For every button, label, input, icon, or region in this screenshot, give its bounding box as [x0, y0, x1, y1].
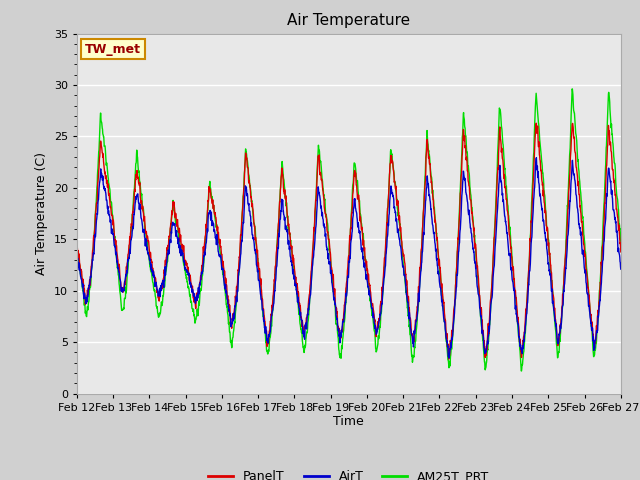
PanelT: [570, 125, 577, 131]
AM25T_PRT: [570, 98, 577, 104]
AM25T_PRT: [73, 250, 81, 255]
Text: TW_met: TW_met: [85, 43, 141, 56]
AM25T_PRT: [507, 237, 515, 242]
AirT: [365, 284, 372, 289]
PanelT: [445, 356, 452, 362]
Legend: PanelT, AirT, AM25T_PRT: PanelT, AirT, AM25T_PRT: [203, 465, 495, 480]
PanelT: [617, 249, 625, 255]
PanelT: [532, 120, 540, 126]
AirT: [445, 355, 452, 361]
AM25T_PRT: [584, 286, 592, 291]
PanelT: [73, 238, 81, 243]
AirT: [532, 155, 540, 161]
AirT: [73, 252, 81, 257]
AirT: [225, 303, 232, 309]
PanelT: [507, 244, 515, 250]
PanelT: [365, 271, 372, 277]
AM25T_PRT: [365, 285, 372, 291]
AirT: [376, 311, 384, 317]
X-axis label: Time: Time: [333, 415, 364, 429]
AM25T_PRT: [617, 239, 625, 244]
AM25T_PRT: [568, 86, 576, 92]
PanelT: [376, 303, 384, 309]
AirT: [507, 267, 515, 273]
AM25T_PRT: [518, 368, 525, 374]
Line: PanelT: PanelT: [77, 123, 621, 359]
AirT: [617, 266, 625, 272]
Line: AirT: AirT: [77, 158, 621, 358]
Line: AM25T_PRT: AM25T_PRT: [77, 89, 621, 371]
Y-axis label: Air Temperature (C): Air Temperature (C): [35, 152, 48, 275]
AM25T_PRT: [376, 324, 384, 330]
AirT: [584, 299, 592, 305]
AirT: [570, 168, 577, 174]
PanelT: [225, 297, 232, 302]
PanelT: [584, 286, 592, 291]
AM25T_PRT: [225, 321, 232, 327]
Title: Air Temperature: Air Temperature: [287, 13, 410, 28]
